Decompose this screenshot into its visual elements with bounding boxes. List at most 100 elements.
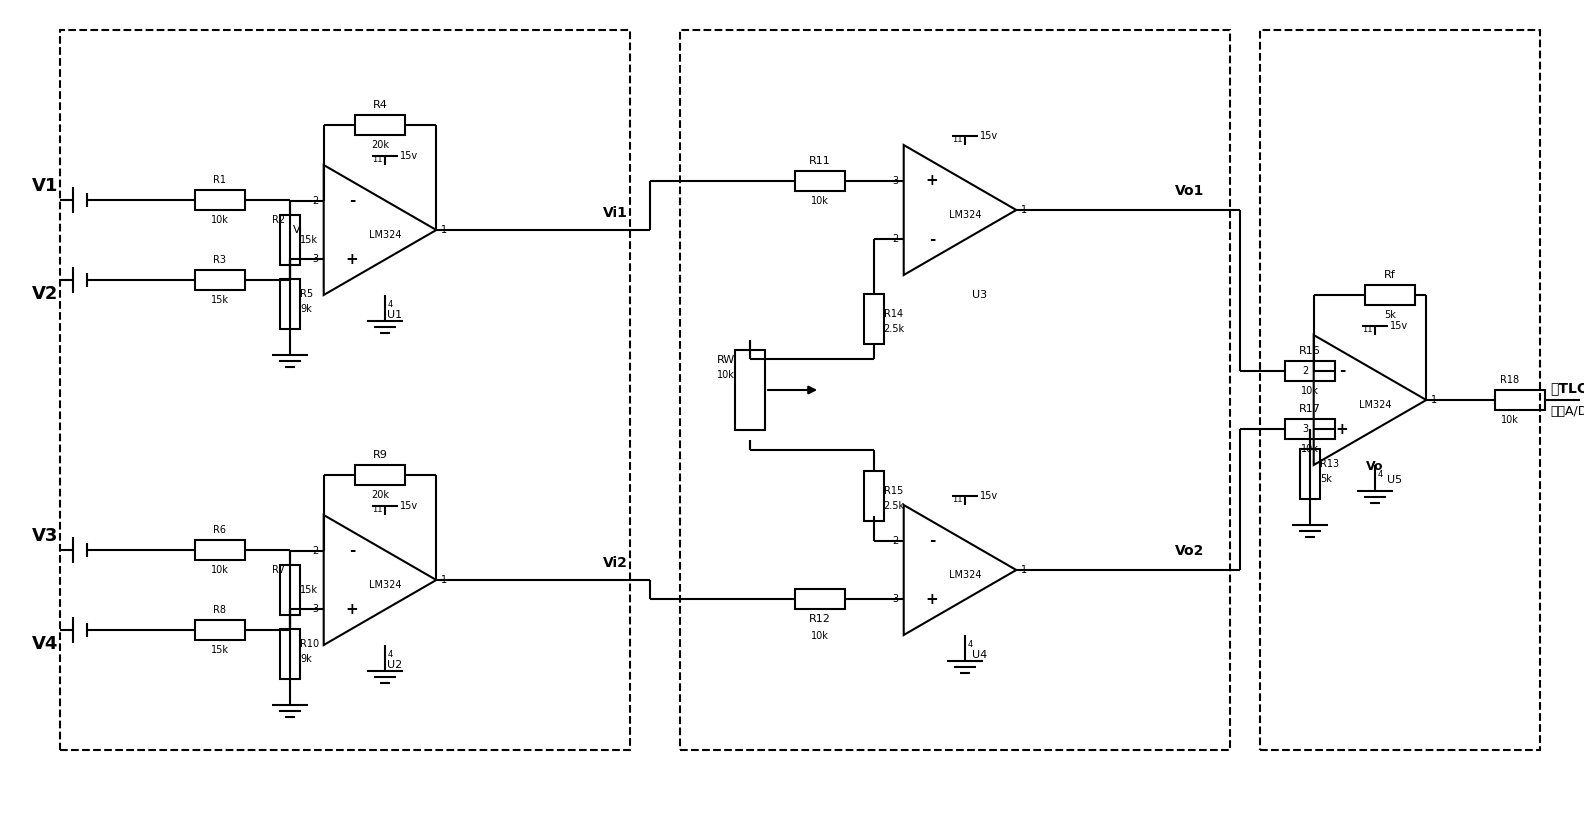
Text: +: +: [1335, 422, 1348, 437]
Text: 11: 11: [1362, 325, 1373, 334]
Text: 11: 11: [952, 495, 963, 504]
Text: R14: R14: [884, 309, 903, 319]
Bar: [280, 215, 299, 265]
Text: R7: R7: [272, 565, 285, 575]
Text: 10k: 10k: [1502, 415, 1519, 425]
Text: 10k: 10k: [811, 631, 828, 641]
Bar: [60, 30, 630, 750]
Text: 9k: 9k: [299, 654, 312, 664]
Text: 1: 1: [1022, 205, 1028, 215]
Text: 10k: 10k: [1300, 386, 1319, 396]
Text: Rf: Rf: [1384, 270, 1396, 280]
Text: LM324: LM324: [949, 570, 980, 580]
Bar: [195, 270, 246, 290]
Text: 3: 3: [893, 594, 898, 604]
Bar: [195, 620, 246, 640]
Text: 11: 11: [952, 135, 963, 144]
Text: 2.5k: 2.5k: [884, 501, 904, 511]
Text: 4: 4: [968, 640, 973, 649]
Text: 5k: 5k: [1319, 475, 1332, 484]
Text: R16: R16: [1299, 346, 1321, 356]
Text: -: -: [928, 232, 935, 247]
Text: +: +: [925, 591, 938, 606]
Text: U1: U1: [388, 310, 402, 320]
Text: R12: R12: [809, 614, 832, 624]
Text: U3: U3: [973, 290, 987, 300]
Text: -: -: [928, 533, 935, 549]
Text: R15: R15: [884, 486, 903, 496]
Text: 10k: 10k: [1300, 444, 1319, 454]
Text: RW: RW: [716, 355, 735, 365]
Text: +: +: [925, 173, 938, 188]
Text: 11: 11: [372, 505, 383, 514]
Text: 15k: 15k: [211, 645, 230, 655]
Text: 4: 4: [388, 650, 393, 659]
Bar: [355, 115, 406, 135]
Text: 15k: 15k: [299, 585, 318, 595]
Text: Vo: Vo: [1367, 460, 1384, 473]
Text: 1: 1: [1432, 395, 1437, 405]
Bar: [735, 350, 765, 430]
Text: Vi2: Vi2: [602, 556, 627, 570]
Text: 10k: 10k: [811, 196, 828, 206]
Text: LM324: LM324: [369, 230, 401, 240]
Text: R5: R5: [299, 289, 314, 299]
Text: 10k: 10k: [211, 565, 230, 575]
Text: R17: R17: [1299, 404, 1321, 414]
Text: R3: R3: [214, 255, 227, 265]
Text: 2.5k: 2.5k: [884, 324, 904, 334]
Text: 20k: 20k: [371, 140, 390, 150]
Text: Vo1: Vo1: [1175, 184, 1205, 198]
Text: 9k: 9k: [299, 304, 312, 314]
Text: 1: 1: [442, 575, 447, 585]
Text: 2: 2: [312, 546, 318, 556]
Text: 3: 3: [1302, 424, 1308, 434]
Text: 20k: 20k: [371, 490, 390, 500]
Text: 5k: 5k: [1384, 310, 1396, 320]
Text: -: -: [348, 543, 355, 559]
Text: R4: R4: [372, 100, 388, 110]
Text: R11: R11: [809, 155, 832, 165]
Text: LM324: LM324: [369, 580, 401, 590]
Text: 2: 2: [1302, 365, 1308, 375]
Text: 4: 4: [388, 300, 393, 309]
Text: LM324: LM324: [949, 210, 980, 220]
Bar: [863, 294, 884, 344]
Text: LM324: LM324: [1359, 400, 1391, 410]
Bar: [1300, 449, 1319, 499]
Bar: [280, 279, 299, 329]
Bar: [863, 470, 884, 521]
Text: R2: R2: [272, 215, 285, 225]
Bar: [1285, 419, 1335, 439]
Text: 11: 11: [372, 155, 383, 164]
Text: 15v: 15v: [980, 491, 998, 501]
Bar: [1285, 360, 1335, 381]
Text: 15k: 15k: [211, 295, 230, 305]
Text: R8: R8: [214, 605, 227, 615]
Text: 15v: 15v: [401, 501, 418, 511]
Text: R6: R6: [214, 525, 227, 535]
Text: R18: R18: [1500, 375, 1519, 385]
Text: +: +: [345, 601, 358, 617]
Text: V2: V2: [32, 285, 59, 303]
Text: 15v: 15v: [1391, 321, 1408, 331]
Text: U2: U2: [388, 660, 402, 670]
Text: 1: 1: [442, 225, 447, 235]
Bar: [680, 30, 1231, 750]
Text: 3: 3: [312, 604, 318, 614]
Text: U4: U4: [973, 650, 988, 660]
Bar: [795, 171, 844, 191]
Bar: [1259, 30, 1540, 750]
Text: 1: 1: [1022, 565, 1028, 575]
Text: 2: 2: [892, 536, 898, 546]
Text: V1: V1: [32, 177, 59, 195]
Text: R9: R9: [372, 450, 388, 460]
Text: V4: V4: [32, 635, 59, 653]
Text: 15k: 15k: [299, 235, 318, 245]
Text: V3: V3: [32, 527, 59, 545]
Text: R13: R13: [1319, 459, 1338, 470]
Bar: [195, 540, 246, 560]
Text: 10k: 10k: [211, 215, 230, 225]
Text: 到TLC1549: 到TLC1549: [1551, 381, 1584, 395]
Text: 4: 4: [1378, 470, 1383, 479]
